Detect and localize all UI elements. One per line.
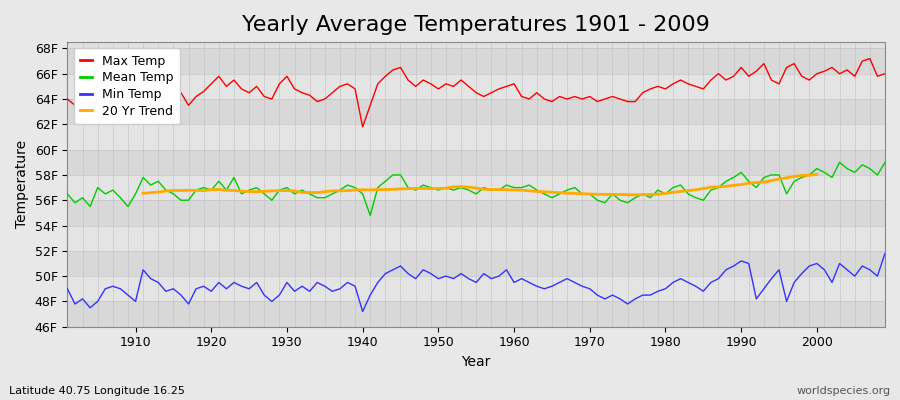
Bar: [68, 74, 885, 99]
20 Yr Trend: [706, 185, 716, 190]
Title: Yearly Average Temperatures 1901 - 2009: Yearly Average Temperatures 1901 - 2009: [242, 15, 710, 35]
Max Temp: [357, 124, 368, 129]
Mean Temp: [335, 188, 346, 192]
Bar: [68, 251, 885, 276]
Bar: [68, 276, 885, 302]
Bar: [68, 200, 885, 226]
Y-axis label: Temperature: Temperature: [15, 140, 29, 228]
Mean Temp: [608, 192, 618, 196]
Bar: [68, 150, 885, 175]
Line: Min Temp: Min Temp: [68, 253, 885, 312]
Min Temp: [879, 251, 890, 256]
20 Yr Trend: [721, 184, 732, 189]
Min Temp: [608, 293, 618, 298]
20 Yr Trend: [630, 192, 641, 197]
Max Temp: [335, 84, 346, 89]
Max Temp: [508, 82, 519, 86]
Min Temp: [517, 276, 527, 281]
Bar: [68, 99, 885, 124]
Max Temp: [517, 94, 527, 99]
Max Temp: [122, 97, 133, 102]
Min Temp: [335, 286, 346, 291]
Text: worldspecies.org: worldspecies.org: [796, 386, 891, 396]
Line: Max Temp: Max Temp: [68, 58, 885, 127]
20 Yr Trend: [342, 188, 353, 193]
X-axis label: Year: Year: [462, 355, 490, 369]
Mean Temp: [508, 185, 519, 190]
Min Temp: [508, 280, 519, 285]
Mean Temp: [517, 185, 527, 190]
Min Temp: [357, 309, 368, 314]
Mean Temp: [289, 192, 300, 196]
Mean Temp: [122, 204, 133, 209]
Min Temp: [122, 293, 133, 298]
20 Yr Trend: [229, 188, 239, 193]
Max Temp: [62, 97, 73, 102]
Mean Temp: [62, 192, 73, 196]
Max Temp: [289, 86, 300, 91]
Max Temp: [879, 71, 890, 76]
Line: 20 Yr Trend: 20 Yr Trend: [143, 174, 817, 195]
Max Temp: [865, 56, 876, 61]
Mean Temp: [879, 160, 890, 165]
Legend: Max Temp, Mean Temp, Min Temp, 20 Yr Trend: Max Temp, Mean Temp, Min Temp, 20 Yr Tre…: [74, 48, 180, 124]
Min Temp: [289, 289, 300, 294]
Bar: [68, 302, 885, 327]
Bar: [68, 124, 885, 150]
Text: Latitude 40.75 Longitude 16.25: Latitude 40.75 Longitude 16.25: [9, 386, 184, 396]
20 Yr Trend: [138, 191, 148, 196]
Mean Temp: [364, 213, 375, 218]
Min Temp: [62, 286, 73, 291]
Bar: [68, 48, 885, 74]
Bar: [68, 226, 885, 251]
Mean Temp: [834, 160, 845, 165]
20 Yr Trend: [812, 172, 823, 177]
20 Yr Trend: [788, 174, 799, 179]
Line: Mean Temp: Mean Temp: [68, 162, 885, 216]
Max Temp: [608, 94, 618, 99]
Bar: [68, 175, 885, 200]
20 Yr Trend: [608, 192, 618, 197]
